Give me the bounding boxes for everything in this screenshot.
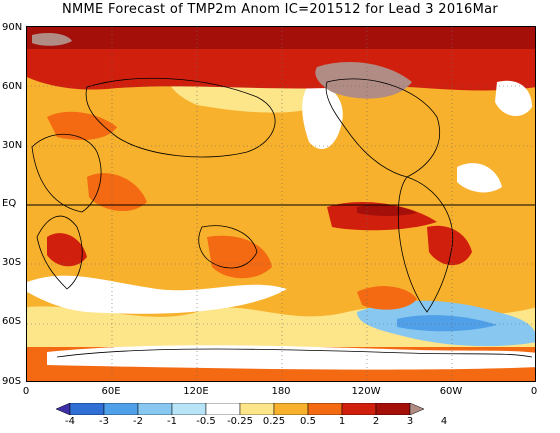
colorbar-tick-label: -2 bbox=[133, 416, 143, 427]
colorbar-segment bbox=[273, 403, 309, 415]
grid-lines bbox=[27, 27, 535, 381]
colorbar-tick-label: -4 bbox=[65, 416, 75, 427]
anomaly-map bbox=[26, 26, 536, 382]
colorbar-segment bbox=[307, 403, 343, 415]
colorbar-tick-label: -0.5 bbox=[196, 416, 216, 427]
colorbar-tick-label: -3 bbox=[99, 416, 109, 427]
lat-label-eq: EQ bbox=[2, 198, 17, 209]
colorbar-segment bbox=[69, 403, 105, 415]
colorbar-tick-label: 2 bbox=[372, 416, 380, 427]
colorbar-tick-label: -0.25 bbox=[227, 416, 253, 427]
lon-label-60e: 60E bbox=[101, 386, 121, 397]
anomaly-patches bbox=[27, 27, 535, 381]
colorbar-tick-label: 4 bbox=[440, 416, 448, 427]
colorbar-segment bbox=[341, 403, 377, 415]
colorbar-tick-label: 1 bbox=[338, 416, 346, 427]
lon-label-120w: 120W bbox=[351, 386, 381, 397]
colorbar-segment bbox=[56, 403, 71, 415]
anomaly-field bbox=[27, 27, 535, 381]
lat-label-30s: 30S bbox=[2, 257, 22, 268]
lat-label-90s: 90S bbox=[2, 376, 22, 387]
colorbar-segment bbox=[375, 403, 411, 415]
colorbar-segment bbox=[171, 403, 207, 415]
continent-outlines bbox=[31, 77, 533, 358]
colorbar-segment bbox=[137, 403, 173, 415]
lat-label-90n: 90N bbox=[2, 22, 23, 33]
lon-label-0: 0 bbox=[22, 386, 30, 397]
lon-label-180: 180 bbox=[271, 386, 291, 397]
colorbar-tick-label: -1 bbox=[167, 416, 177, 427]
colorbar-segment bbox=[239, 403, 275, 415]
colorbar-tick-label: 0.5 bbox=[300, 416, 316, 427]
lon-label-120e: 120E bbox=[183, 386, 209, 397]
lon-label-0-end: 0 bbox=[530, 386, 538, 397]
lon-label-60w: 60W bbox=[439, 386, 463, 397]
lat-label-30n: 30N bbox=[2, 140, 23, 151]
map-title: NMME Forecast of TMP2m Anom IC=201512 fo… bbox=[62, 2, 498, 17]
colorbar-tick-label: 3 bbox=[406, 416, 414, 427]
colorbar-segment bbox=[205, 403, 241, 415]
lat-label-60s: 60S bbox=[2, 316, 22, 327]
colorbar-segment bbox=[103, 403, 139, 415]
colorbar-segment bbox=[409, 403, 425, 415]
colorbar bbox=[56, 403, 425, 415]
lat-label-60n: 60N bbox=[2, 81, 23, 92]
colorbar-tick-label: 0.25 bbox=[262, 416, 286, 427]
